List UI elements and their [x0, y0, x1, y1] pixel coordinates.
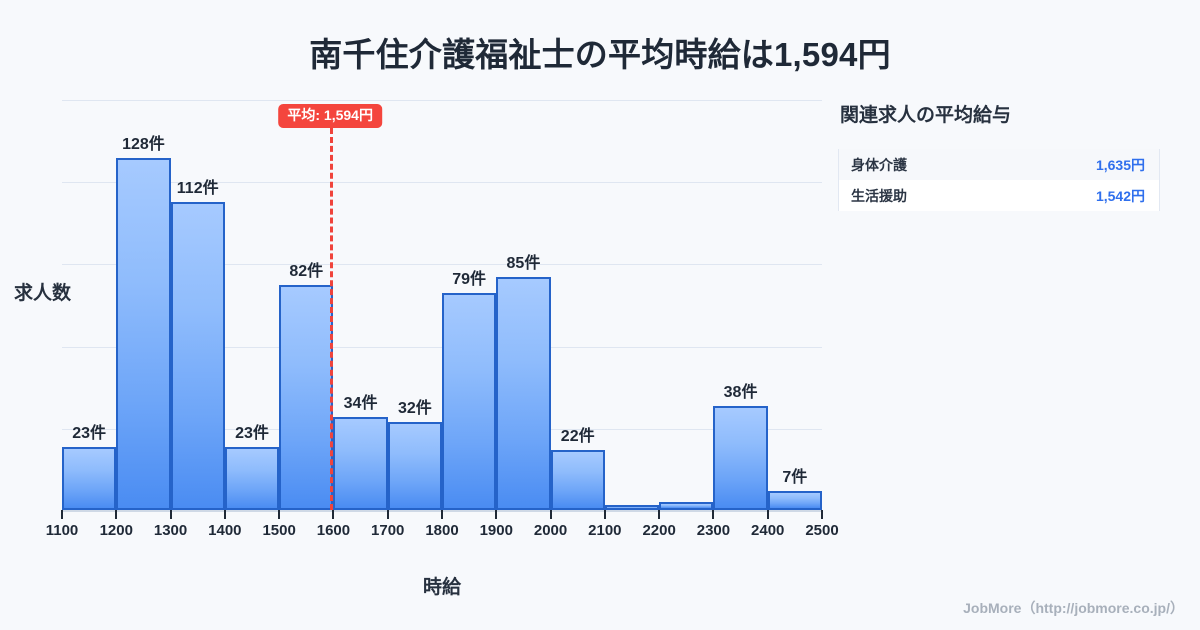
related-salary-table: 身体介護 1,635円 生活援助 1,542円 [838, 149, 1160, 211]
bar-value-label: 112件 [176, 180, 219, 198]
bar[interactable] [224, 446, 280, 510]
bar[interactable] [333, 416, 388, 510]
job-type-cell: 生活援助 [838, 180, 999, 211]
average-salary-cell: 1,542円 [999, 180, 1160, 211]
bar-value-label: 23件 [72, 424, 107, 442]
x-axis-tick [712, 510, 715, 519]
footer-credit: JobMore（http://jobmore.co.jp/） [963, 600, 1184, 616]
bar-value-label: 23件 [235, 424, 269, 442]
x-axis-tick [549, 510, 552, 519]
x-axis-tick [61, 510, 63, 519]
bar[interactable] [767, 490, 822, 510]
x-axis-tick-label: 1900 [479, 522, 513, 539]
x-axis-tick [603, 510, 606, 519]
bar-value-label: 128件 [122, 136, 165, 154]
x-axis-tick [115, 510, 118, 519]
bar[interactable] [279, 284, 334, 510]
bar[interactable] [116, 158, 171, 510]
x-axis-tick [278, 510, 281, 519]
x-axis-tick-label: 2000 [533, 522, 568, 539]
bar-value-label: 82件 [289, 262, 324, 280]
x-axis-tick [495, 510, 498, 519]
x-axis-tick [386, 510, 389, 519]
gridline [62, 264, 822, 265]
related-salary-title: 関連求人の平均給与 [840, 105, 1012, 126]
table-row: 身体介護 1,635円 [838, 149, 1160, 180]
x-axis-tick [332, 510, 335, 519]
bar-value-label: 38件 [723, 383, 758, 401]
x-axis-tick-label: 1800 [425, 522, 459, 539]
related-salary-panel: 関連求人の平均給与 身体介護 1,635円 生活援助 1,542円 [838, 100, 1168, 211]
bar-value-label: 85件 [506, 254, 541, 272]
x-axis-tick-label: 2200 [642, 522, 676, 539]
page-title: 南千住介護福祉士の平均時給は1,594円 [309, 36, 891, 73]
bar[interactable] [62, 446, 117, 510]
x-axis-tick-label: 2300 [696, 522, 731, 539]
x-axis-tick-label: 1300 [153, 522, 188, 539]
gridline [62, 182, 822, 183]
bar-value-label: 7件 [782, 468, 808, 486]
bar-value-label: 34件 [343, 394, 378, 412]
x-axis-tick-label: 1500 [262, 522, 296, 539]
bar-value-label: 32件 [397, 400, 432, 418]
x-axis-tick-label: 2500 [805, 522, 839, 539]
x-axis-title: 時給 [422, 577, 461, 598]
bar[interactable] [713, 405, 768, 510]
gridline [62, 100, 822, 101]
x-axis-tick-label: 1400 [208, 522, 242, 539]
x-axis-tick-label: 2400 [751, 522, 785, 539]
x-axis-tick-label: 1200 [99, 522, 133, 539]
x-axis-tick-label: 2100 [588, 522, 622, 539]
bar[interactable] [604, 504, 660, 510]
x-axis-tick-label: 1700 [371, 522, 405, 539]
x-axis-tick [766, 510, 769, 519]
bar[interactable] [659, 501, 714, 510]
bar[interactable] [496, 276, 551, 510]
x-axis-tick [223, 510, 226, 519]
average-salary-cell: 1,635円 [999, 149, 1160, 180]
average-badge: 平均: 1,594円 [278, 104, 382, 129]
bar-value-label: 22件 [560, 427, 595, 445]
x-axis-tick [169, 510, 172, 519]
bar[interactable] [442, 293, 497, 510]
table-row: 生活援助 1,542円 [838, 180, 1160, 211]
x-axis-tick [658, 510, 661, 519]
x-axis-tick [441, 510, 443, 519]
bar[interactable] [550, 449, 605, 510]
y-axis-title: 求人数 [14, 283, 72, 304]
bar-value-label: 79件 [452, 271, 487, 289]
bar-series: 23件 128件 112件 23件 82件 34件 32件 79件 85件 22件 38件 7件 [62, 98, 822, 510]
bar[interactable] [387, 422, 442, 510]
average-line [330, 128, 334, 510]
bar[interactable] [170, 202, 225, 510]
x-axis-tick [821, 510, 823, 519]
x-axis-tick-label: 1100 [45, 522, 79, 539]
job-type-cell: 身体介護 [838, 149, 999, 180]
x-axis-tick-label: 1600 [316, 522, 351, 539]
